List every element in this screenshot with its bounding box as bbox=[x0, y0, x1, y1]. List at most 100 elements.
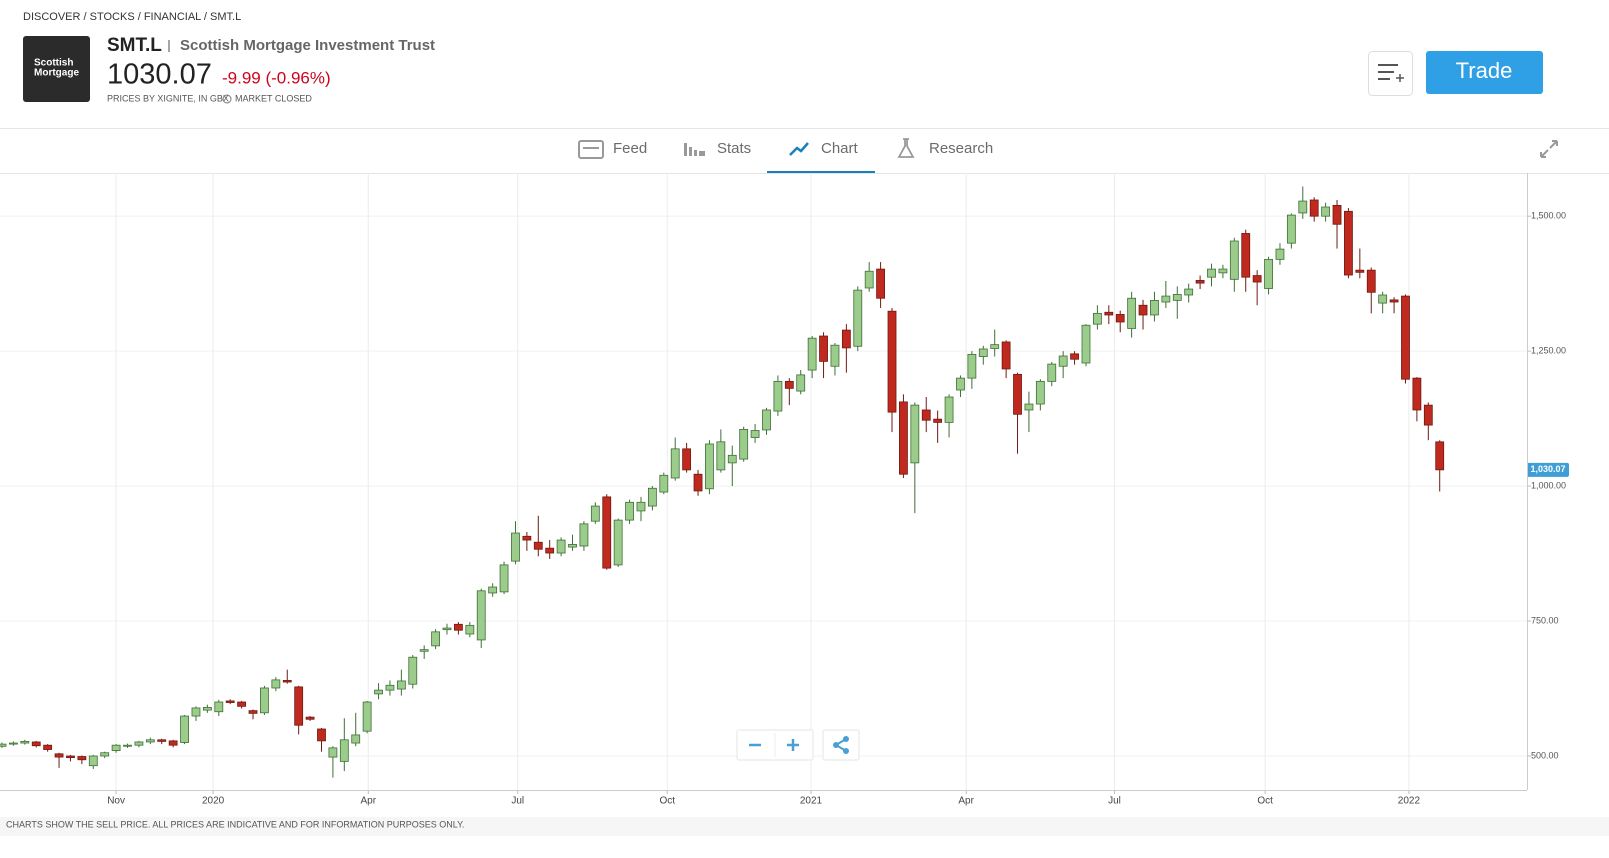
candle-body bbox=[613, 519, 623, 566]
candle-body bbox=[294, 686, 304, 726]
candle-body bbox=[282, 680, 292, 683]
candle-body bbox=[693, 473, 703, 492]
candle-body bbox=[488, 586, 498, 594]
candle-body bbox=[43, 744, 53, 750]
tab[interactable]: Research bbox=[929, 140, 993, 157]
candle-body bbox=[1412, 377, 1422, 411]
candle-body bbox=[807, 337, 817, 371]
candle-body bbox=[1435, 441, 1445, 471]
zoom-in[interactable] bbox=[787, 739, 799, 751]
candle-body bbox=[1047, 363, 1057, 382]
logo bbox=[23, 36, 90, 102]
candle-body bbox=[134, 741, 144, 746]
stats-icon bbox=[689, 147, 692, 156]
candle-body bbox=[476, 590, 486, 641]
candle-body bbox=[202, 707, 212, 711]
candle-body bbox=[739, 429, 749, 460]
candle-body bbox=[1389, 299, 1399, 303]
candle-body bbox=[716, 441, 726, 471]
trade-label[interactable]: Trade bbox=[1456, 58, 1513, 83]
price-tag-label: 1,030.07 bbox=[1530, 464, 1565, 474]
candle-body bbox=[864, 270, 874, 289]
candle-body bbox=[1001, 341, 1011, 370]
footer-bar bbox=[0, 817, 1609, 836]
button-frame bbox=[822, 729, 860, 761]
candle-body bbox=[647, 487, 657, 507]
y-tick-label: 750.00 bbox=[1531, 615, 1559, 625]
candle-body bbox=[1058, 355, 1068, 367]
candle-body bbox=[248, 710, 258, 714]
market-status: MARKET CLOSED bbox=[235, 93, 312, 103]
candle-body bbox=[225, 700, 235, 703]
share-button[interactable] bbox=[822, 729, 860, 761]
candle-body bbox=[77, 756, 87, 761]
candle-body bbox=[705, 443, 714, 490]
clock-icon bbox=[222, 94, 232, 104]
chart: 500.00 750.00 1,000.00 1,250.00 1,500.00 Nov 2… bbox=[0, 173, 1569, 807]
candle-body bbox=[1161, 295, 1171, 303]
y-tick-label: 1,250.00 bbox=[1531, 346, 1566, 356]
candle-body bbox=[1138, 304, 1148, 316]
candle-body bbox=[431, 631, 440, 647]
candle-body bbox=[1401, 295, 1410, 380]
candle-body bbox=[545, 547, 555, 554]
share-icon bbox=[843, 736, 849, 742]
candle-body bbox=[750, 430, 760, 438]
candle-body bbox=[625, 501, 634, 521]
candle-body bbox=[442, 627, 452, 631]
candle-body bbox=[1275, 248, 1285, 260]
price-tag bbox=[1527, 462, 1569, 477]
candle-body bbox=[944, 396, 954, 423]
candle-body bbox=[956, 377, 965, 391]
candle-body bbox=[636, 501, 646, 512]
candle-body bbox=[990, 344, 1000, 349]
candle-body bbox=[100, 752, 110, 757]
trade-button[interactable] bbox=[1426, 51, 1543, 94]
candle-body bbox=[123, 744, 132, 747]
candle-body bbox=[967, 353, 977, 379]
candle-body bbox=[841, 329, 851, 349]
x-tick-label: Nov bbox=[107, 796, 125, 807]
candle-body bbox=[237, 701, 247, 707]
candle-body bbox=[670, 448, 680, 479]
candle-body bbox=[157, 739, 167, 742]
x-tick-label: 2022 bbox=[1398, 796, 1421, 807]
candle-body bbox=[328, 747, 338, 758]
candle-body bbox=[1378, 294, 1388, 304]
candle-body bbox=[853, 289, 863, 347]
candle-body bbox=[419, 649, 429, 652]
candle-body bbox=[522, 535, 532, 541]
tab[interactable]: Stats bbox=[717, 140, 751, 157]
candle-body bbox=[339, 739, 349, 762]
candle-body bbox=[579, 523, 589, 547]
tab[interactable]: Chart bbox=[821, 140, 859, 157]
candle-body bbox=[602, 496, 612, 569]
feed-icon bbox=[578, 140, 604, 159]
watchlist-button[interactable] bbox=[1368, 51, 1413, 96]
candle-body bbox=[556, 539, 566, 554]
candle-body bbox=[899, 401, 908, 475]
y-tick-label: 1,500.00 bbox=[1531, 211, 1566, 221]
candle-body bbox=[317, 728, 326, 742]
candle-body bbox=[145, 739, 155, 743]
candle-body bbox=[1264, 258, 1273, 289]
candle-body bbox=[876, 268, 885, 299]
candle-body bbox=[0, 743, 7, 747]
candle-body bbox=[796, 374, 806, 392]
candle-body bbox=[727, 454, 737, 464]
candle-body bbox=[819, 335, 828, 362]
expand-icon[interactable] bbox=[1540, 140, 1558, 158]
candle-body bbox=[1252, 275, 1262, 283]
candle-body bbox=[921, 409, 931, 421]
price: 1030.07 bbox=[107, 59, 212, 91]
candle-body bbox=[1286, 214, 1296, 244]
candle-body bbox=[66, 755, 75, 759]
tab-icons bbox=[578, 138, 915, 159]
candle-body bbox=[1092, 312, 1102, 325]
tab[interactable]: Feed bbox=[613, 140, 647, 157]
breadcrumb[interactable]: DISCOVER / STOCKS / FINANCIAL / SMT.L bbox=[23, 11, 241, 23]
candle-body bbox=[374, 689, 383, 695]
stats-icon bbox=[699, 151, 705, 156]
stats-icon bbox=[684, 143, 687, 156]
